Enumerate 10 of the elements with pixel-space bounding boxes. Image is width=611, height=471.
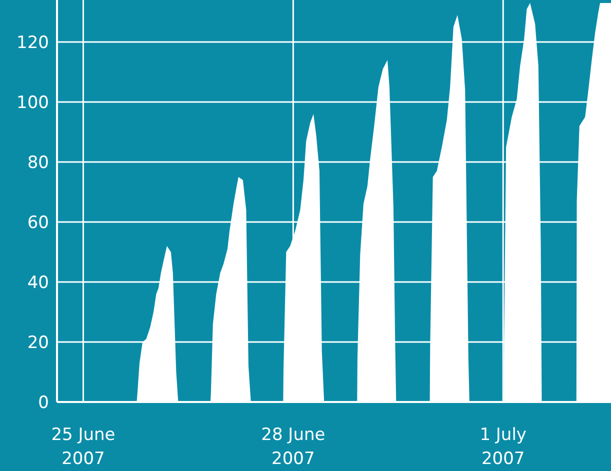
y-tick-label: 120 <box>16 33 49 54</box>
x-tick-label: 25 June 2007 <box>51 425 116 469</box>
y-tick-label: 0 <box>38 393 49 414</box>
y-tick-label: 40 <box>27 273 49 294</box>
y-tick-label: 80 <box>27 153 49 174</box>
x-tick-label: 28 June 2007 <box>261 425 326 469</box>
x-tick-label: 1 July 2007 <box>480 425 527 469</box>
y-tick-label: 60 <box>27 213 49 234</box>
y-tick-label: 20 <box>27 333 49 354</box>
y-tick-label: 100 <box>16 93 49 114</box>
